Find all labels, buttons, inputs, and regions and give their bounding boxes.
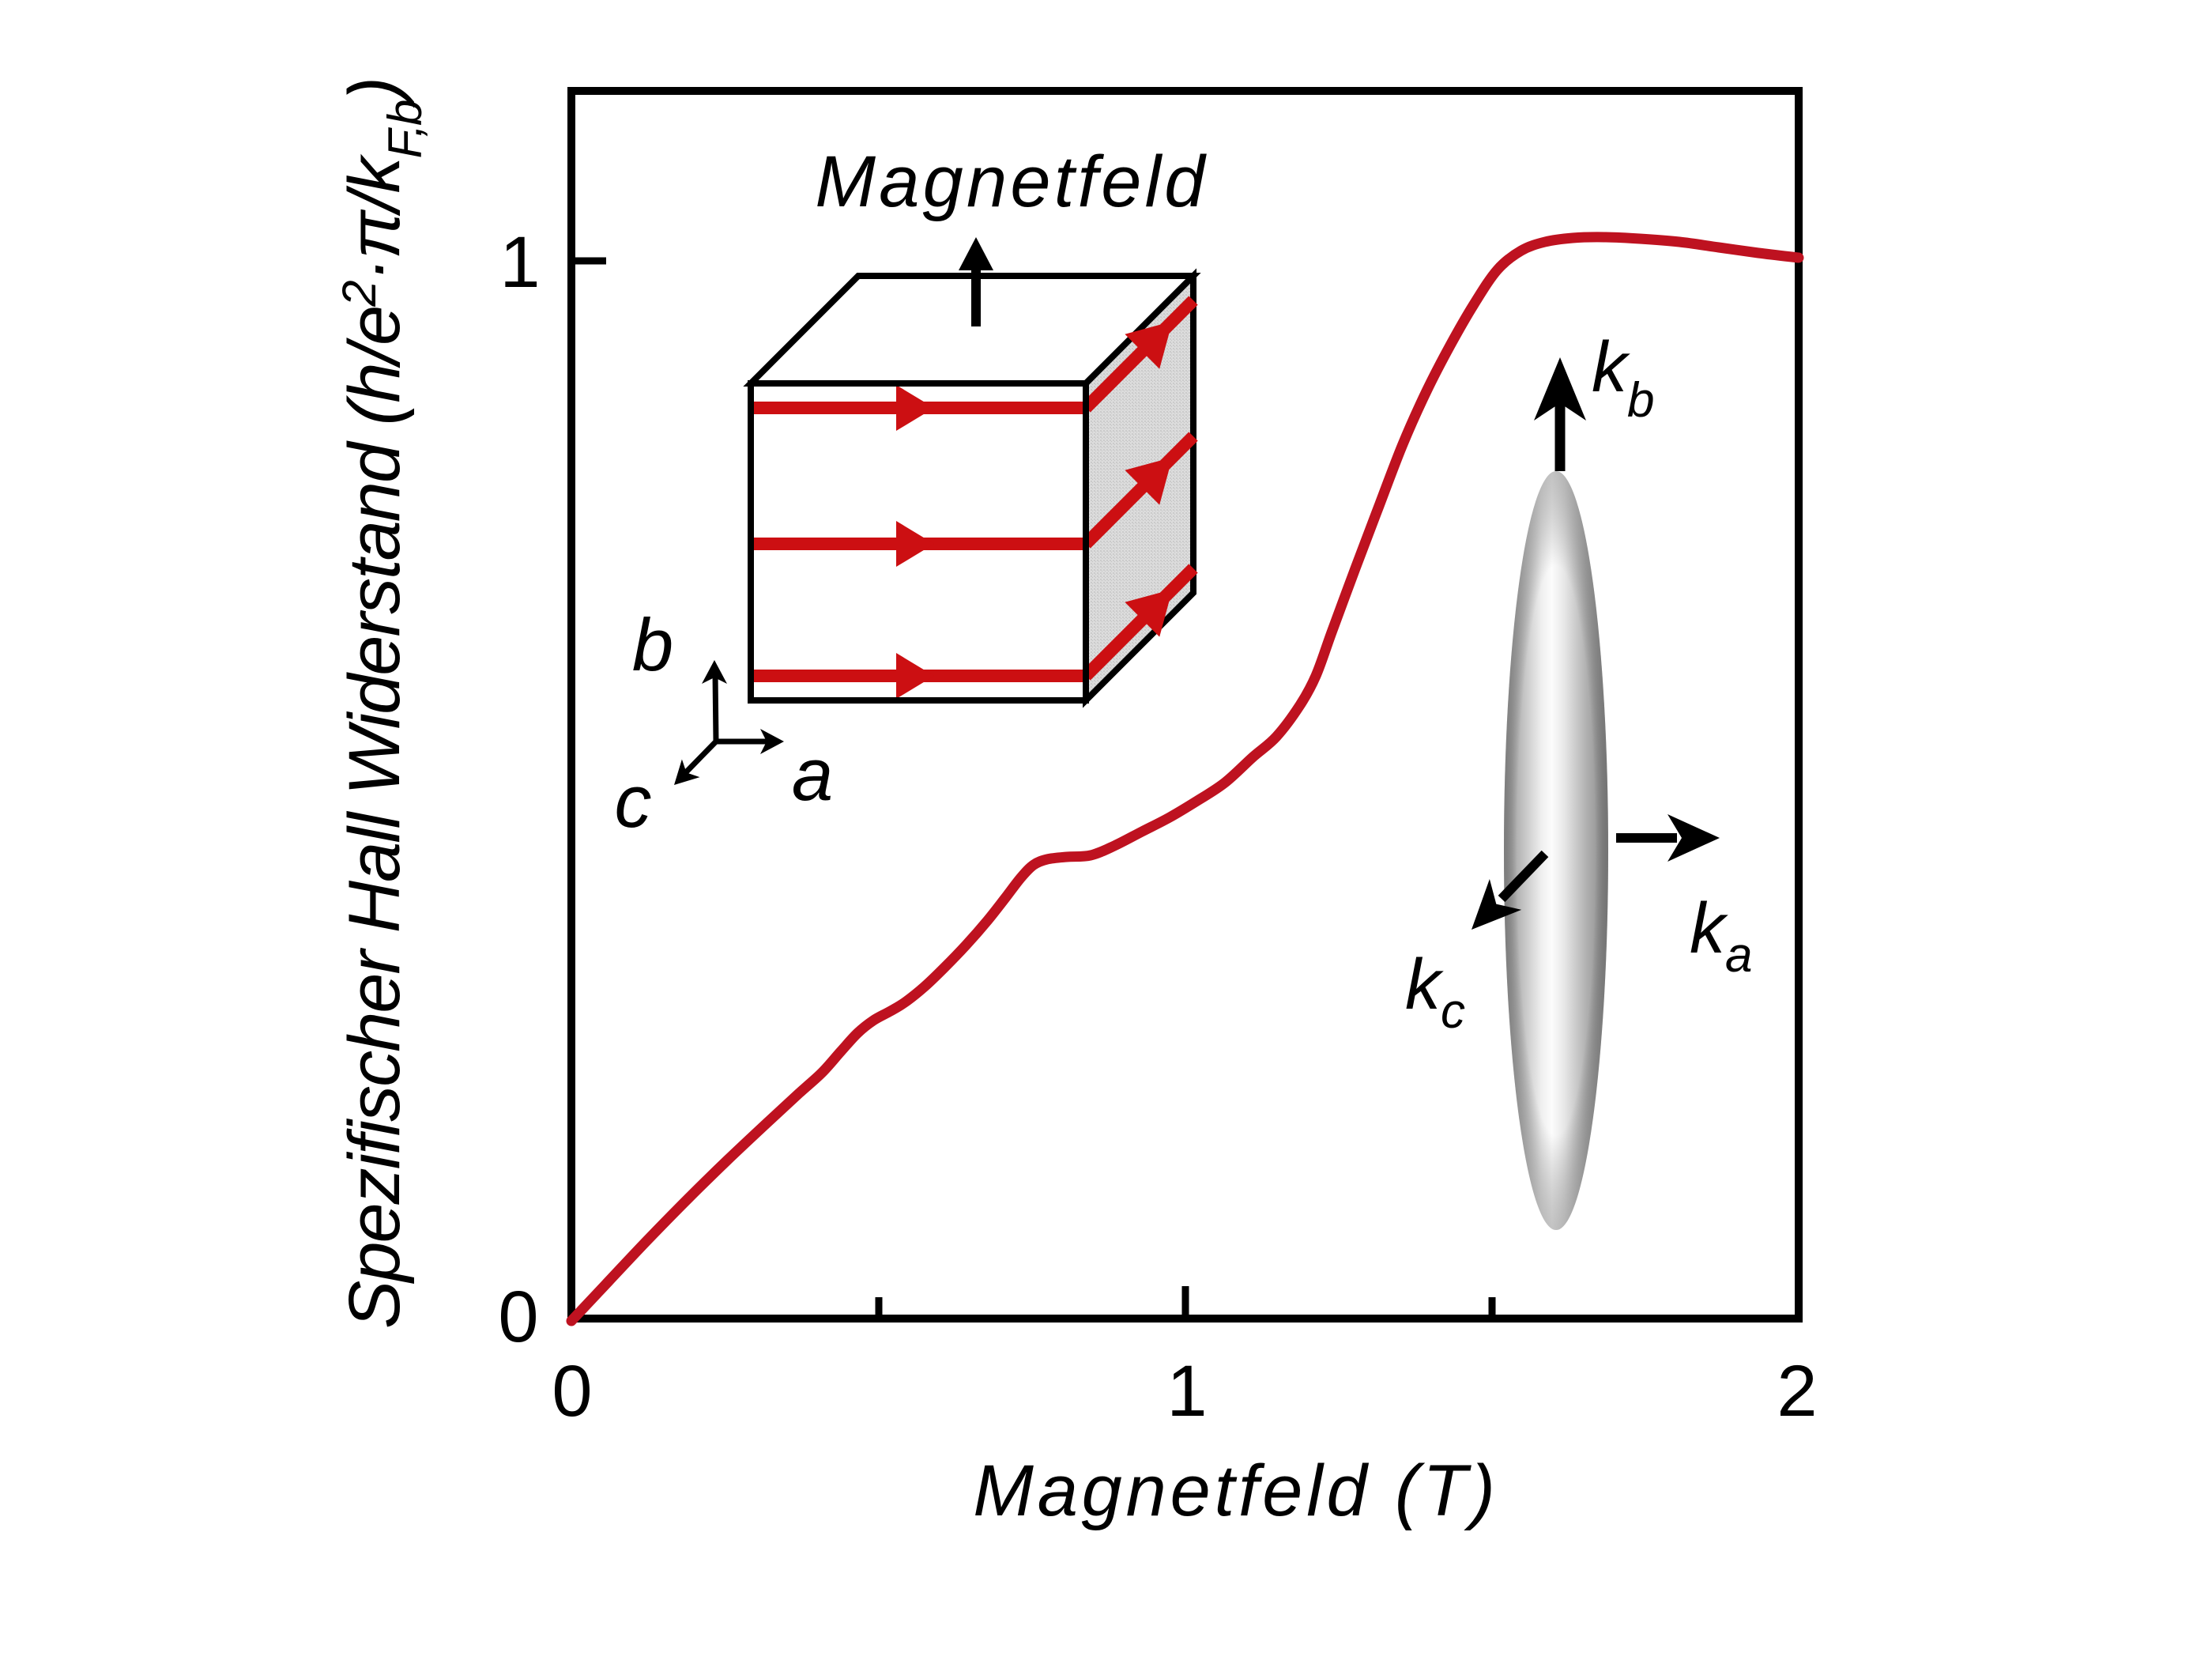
svg-text:Magnetfeld (T): Magnetfeld (T) — [973, 1451, 1498, 1531]
svg-text:b: b — [632, 603, 673, 686]
svg-text:1: 1 — [499, 222, 540, 303]
svg-text:1: 1 — [1166, 1351, 1207, 1432]
svg-text:2: 2 — [1777, 1351, 1817, 1432]
svg-text:0: 0 — [552, 1351, 592, 1432]
svg-text:0: 0 — [498, 1277, 538, 1357]
svg-text:Magnetfeld: Magnetfeld — [815, 141, 1208, 222]
svg-text:a: a — [792, 733, 833, 816]
svg-text:c: c — [615, 760, 652, 843]
